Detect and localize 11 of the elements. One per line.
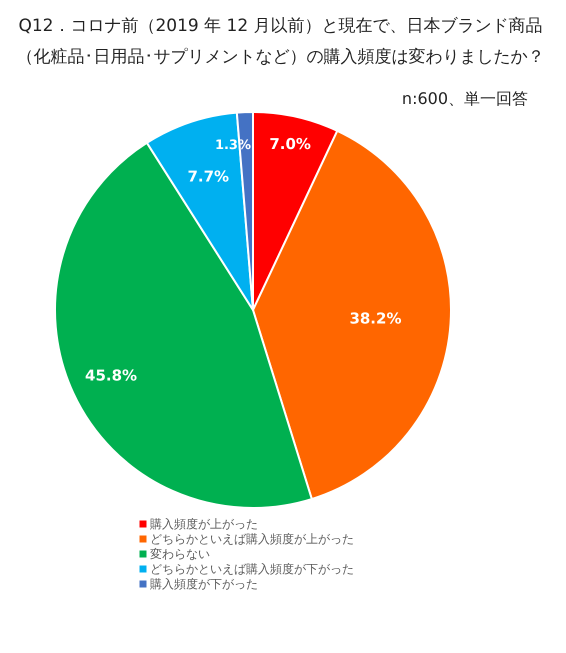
legend-label: 変わらない — [150, 547, 210, 561]
data-label: 45.8% — [85, 366, 138, 385]
data-label: 7.7% — [187, 168, 230, 186]
legend-label: 購入頻度が下がった — [150, 577, 258, 591]
legend-label: どちらかといえば購入頻度が上がった — [150, 532, 354, 546]
legend-label: どちらかといえば購入頻度が下がった — [150, 562, 354, 576]
data-label: 38.2% — [349, 309, 402, 328]
chart-subtitle: n:600、単一回答 — [402, 88, 528, 110]
legend-label: 購入頻度が上がった — [150, 517, 258, 531]
chart-title: Q12．コロナ前（2019 年 12 月以前）と現在で、日本ブランド商品（化粧品･日用品･サプリメントなど）の購入頻度は変わりましたか？ — [16, 15, 546, 69]
data-label: 7.0% — [269, 134, 311, 153]
